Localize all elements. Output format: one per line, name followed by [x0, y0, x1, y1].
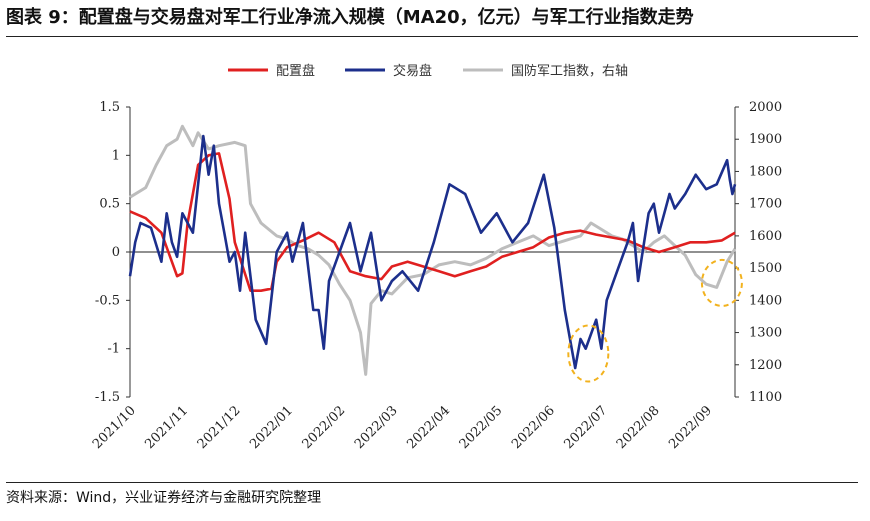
- right-tick-label: 1600: [749, 229, 782, 244]
- left-tick-label: -1.5: [95, 390, 120, 405]
- series-line-2: [128, 134, 737, 370]
- x-tick-label: 2022/03: [352, 403, 401, 452]
- x-tick-label: 2021/10: [90, 403, 139, 452]
- right-tick-label: 1800: [749, 164, 782, 179]
- source-rule: [6, 482, 858, 483]
- left-tick-label: 0: [112, 245, 120, 260]
- x-tick-label: 2022/04: [404, 403, 453, 452]
- left-tick-label: -1: [107, 342, 120, 357]
- source-note: 资料来源：Wind，兴业证券经济与金融研究院整理: [6, 490, 322, 506]
- series-group: [128, 124, 737, 376]
- left-axis: 1.5 1 0.5 0 -0.5 -1 -1.5: [95, 100, 131, 405]
- x-tick-label: 2021/11: [142, 403, 191, 452]
- x-tick-label: 2022/05: [457, 403, 506, 452]
- right-tick-label: 1300: [749, 326, 782, 341]
- x-tick-label: 2022/08: [614, 403, 663, 452]
- x-tick-label: 2022/09: [666, 403, 715, 452]
- legend-label: 配置盘: [276, 63, 315, 79]
- highlight-circles: [567, 258, 743, 383]
- left-tick-label: 1.5: [99, 100, 120, 115]
- right-tick-label: 1400: [749, 293, 782, 308]
- x-tick-label: 2022/07: [561, 403, 610, 452]
- x-tick-label: 2022/06: [509, 403, 558, 452]
- x-axis: 2021/10 2021/11 2021/12 2022/01 2022/02 2022/…: [90, 403, 715, 452]
- series-line-1: [129, 152, 736, 292]
- x-tick-label: 2022/01: [247, 403, 296, 452]
- right-tick-label: 1500: [749, 261, 782, 276]
- left-tick-label: 0.5: [99, 197, 120, 212]
- left-tick-label: -0.5: [95, 293, 120, 308]
- right-tick-label: 1900: [749, 132, 782, 147]
- chart: 配置盘 交易盘 国防军工指数，右轴 1.5 1 0.5 0 -0.5 -1 -1.5 2000 1…: [90, 63, 782, 452]
- right-tick-label: 1700: [749, 197, 782, 212]
- legend-label: 国防军工指数，右轴: [511, 63, 628, 79]
- right-tick-label: 1100: [749, 390, 782, 405]
- legend-label: 交易盘: [393, 63, 432, 79]
- highlight-circle-july: [567, 324, 610, 383]
- right-axis: 2000 1900 1800 1700 1600 1500 1400 1300 1200 1100: [734, 100, 782, 405]
- right-tick-label: 2000: [749, 100, 782, 115]
- highlight-circle-sept: [700, 258, 743, 307]
- title-rule: [6, 36, 858, 37]
- right-tick-label: 1200: [749, 358, 782, 373]
- left-tick-label: 1: [112, 148, 120, 163]
- x-tick-label: 2022/02: [300, 403, 349, 452]
- figure-title: 图表 9：配置盘与交易盘对军工行业净流入规模（MA20，亿元）与军工行业指数走势: [6, 7, 694, 28]
- x-tick-label: 2021/12: [195, 403, 244, 452]
- chart-legend: 配置盘 交易盘 国防军工指数，右轴: [228, 63, 628, 79]
